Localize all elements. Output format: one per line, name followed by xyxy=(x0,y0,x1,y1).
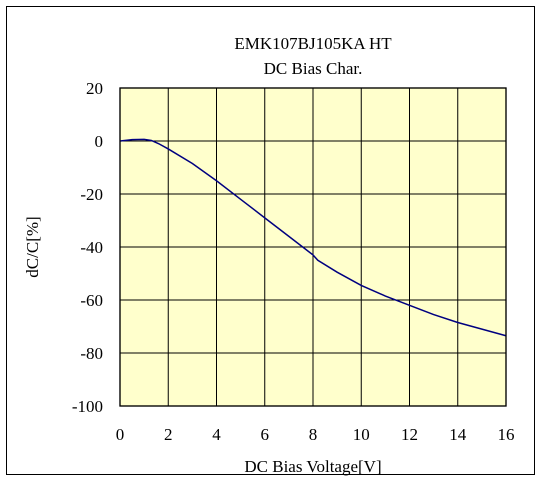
y-tick-label: -20 xyxy=(80,185,103,204)
x-tick-label: 6 xyxy=(261,425,270,444)
y-tick-label: -100 xyxy=(72,397,103,416)
plot-border xyxy=(119,87,507,407)
y-tick-label: 20 xyxy=(86,79,103,98)
x-tick-label: 16 xyxy=(498,425,515,444)
y-axis-label: dC/C[%] xyxy=(23,216,42,277)
series-line xyxy=(119,138,507,337)
y-tick-label: 0 xyxy=(95,132,104,151)
x-tick-label: 12 xyxy=(401,425,418,444)
x-tick-label: 0 xyxy=(116,425,125,444)
x-tick-label: 4 xyxy=(212,425,221,444)
y-tick-label: -60 xyxy=(80,291,103,310)
x-tick-label: 2 xyxy=(164,425,173,444)
y-tick-label: -40 xyxy=(80,238,103,257)
x-axis-label: DC Bias Voltage[V] xyxy=(244,457,381,476)
chart-subtitle: DC Bias Char. xyxy=(264,59,363,78)
x-tick-label: 14 xyxy=(449,425,467,444)
x-tick-label: 8 xyxy=(309,425,318,444)
grid xyxy=(120,88,506,406)
y-tick-labels: 20 0 -20 -40 -60 -80 -100 xyxy=(72,79,103,416)
y-tick-label: -80 xyxy=(80,344,103,363)
chart-title: EMK107BJ105KA HT xyxy=(234,34,392,53)
x-tick-label: 10 xyxy=(353,425,370,444)
x-tick-labels: 0 2 4 6 8 10 12 14 16 xyxy=(116,425,515,444)
